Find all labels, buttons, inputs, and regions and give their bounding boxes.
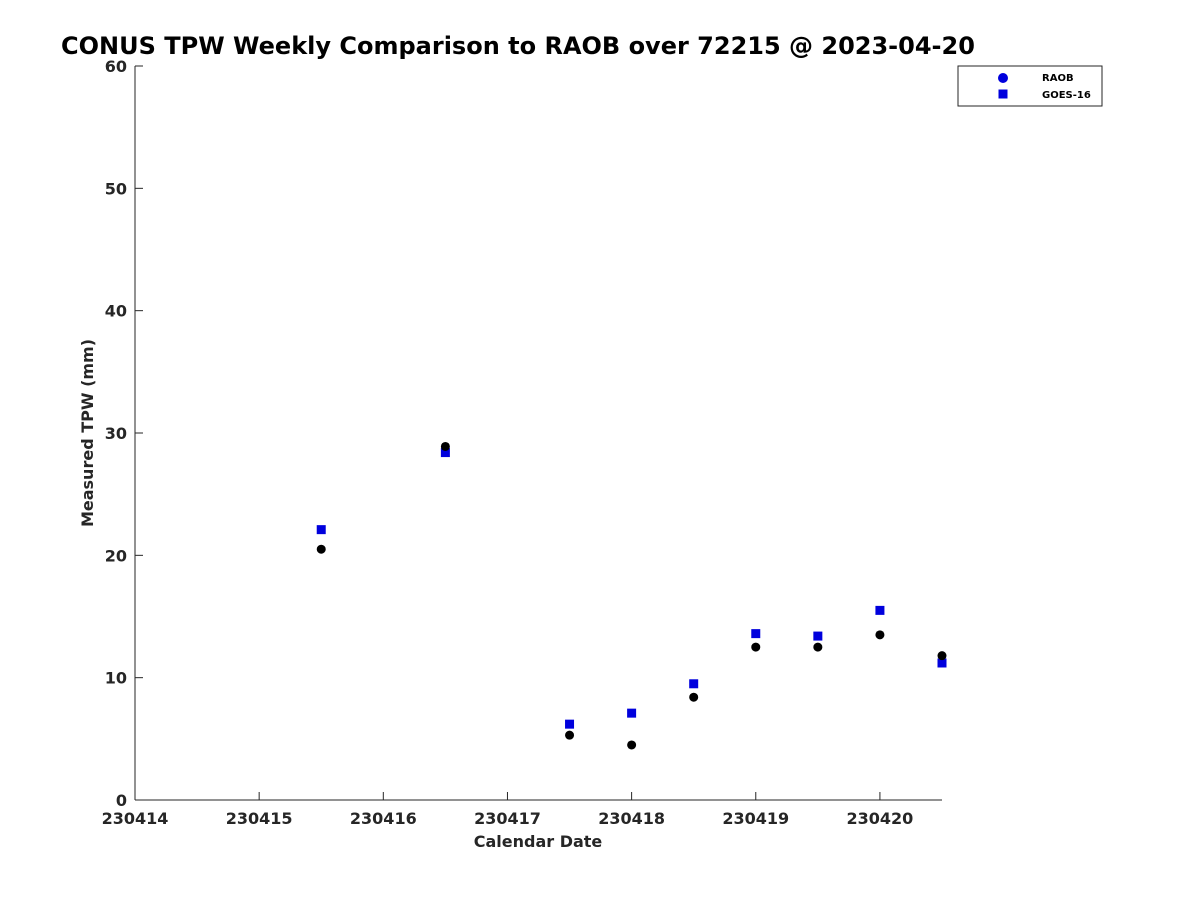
y-tick-label: 40 <box>105 302 127 321</box>
raob-point <box>440 441 450 451</box>
goes16-point <box>937 658 947 668</box>
y-tick-label: 30 <box>105 424 127 443</box>
raob-point <box>316 544 326 554</box>
chart-title: CONUS TPW Weekly Comparison to RAOB over… <box>61 32 975 60</box>
legend-marker-goes16 <box>998 89 1008 99</box>
y-tick-label: 50 <box>105 179 127 198</box>
raob-point <box>689 692 699 702</box>
y-tick-label: 60 <box>105 57 127 76</box>
y-tick-label: 10 <box>105 669 127 688</box>
goes16-point <box>689 679 699 689</box>
goes16-point <box>813 631 823 641</box>
raob-point <box>751 642 761 652</box>
x-tick-label: 230414 <box>102 809 169 828</box>
axes <box>134 66 942 801</box>
y-tick-label: 20 <box>105 546 127 565</box>
goes16-point <box>565 719 575 729</box>
x-ticks: 230414 230415 230416 230417 230418 230419 2304… <box>102 792 914 828</box>
x-tick-label: 230419 <box>722 809 789 828</box>
y-tick-label: 0 <box>116 791 127 810</box>
raob-point <box>875 630 885 640</box>
y-axis-label: Measured TPW (mm) <box>78 339 97 527</box>
y-ticks: 0 10 20 30 40 50 60 <box>105 57 143 810</box>
raob-point <box>937 651 947 661</box>
x-tick-label: 230416 <box>350 809 417 828</box>
x-tick-label: 230418 <box>598 809 665 828</box>
raob-point <box>627 740 637 750</box>
x-tick-label: 230415 <box>226 809 293 828</box>
goes16-point <box>627 708 637 718</box>
legend-label-goes16: GOES-16 <box>1042 90 1091 101</box>
legend-box <box>957 65 1103 107</box>
legend-label-raob: RAOB <box>1042 73 1074 84</box>
goes16-point <box>875 605 885 615</box>
raob-point <box>565 730 575 740</box>
x-tick-label: 230417 <box>474 809 541 828</box>
x-tick-label: 230420 <box>847 809 914 828</box>
goes16-point <box>316 525 326 535</box>
x-axis-label: Calendar Date <box>474 832 603 851</box>
raob-point <box>813 642 823 652</box>
data-points <box>316 441 947 750</box>
legend-marker-raob <box>998 73 1008 83</box>
goes16-point <box>440 448 450 458</box>
goes16-point <box>751 629 761 639</box>
legend: RAOB GOES-16 <box>957 65 1103 107</box>
